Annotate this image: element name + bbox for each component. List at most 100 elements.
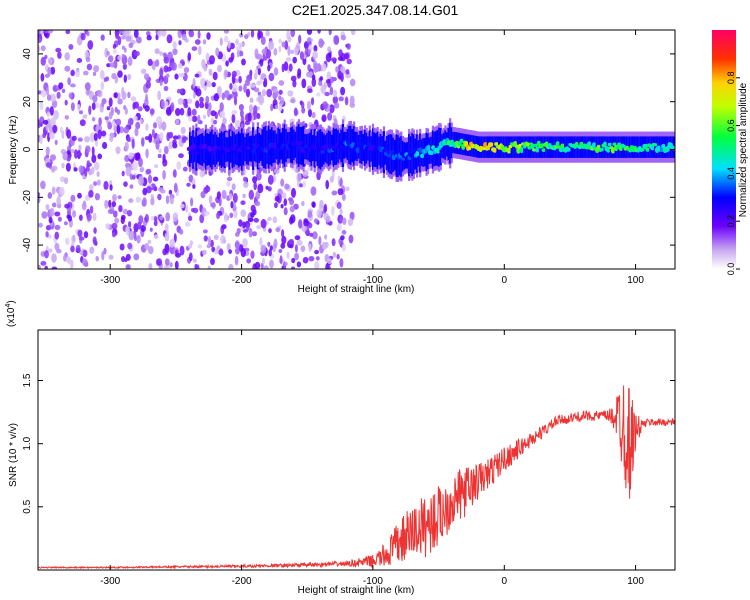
heatmap-noise-cell xyxy=(254,68,259,76)
heatmap-noise-cell xyxy=(255,172,262,181)
heatmap-noise-cell xyxy=(331,205,335,216)
heatmap-noise-cell xyxy=(112,194,117,202)
heatmap-signal-cell xyxy=(202,143,207,150)
heatmap-noise-cell xyxy=(78,236,85,241)
heatmap-noise-cell xyxy=(157,153,162,159)
heatmap-noise-cell xyxy=(255,190,261,200)
heatmap-noise-cell xyxy=(337,188,344,196)
heatmap-noise-cell xyxy=(96,179,101,186)
heatmap-signal-cell xyxy=(591,142,597,149)
heatmap-noise-cell xyxy=(145,148,149,159)
heatmap-noise-cell xyxy=(54,242,60,251)
heatmap-noise-cell xyxy=(126,210,133,217)
heatmap-noise-cell xyxy=(229,212,234,218)
heatmap-signal-cell xyxy=(415,150,420,157)
heatmap-noise-cell xyxy=(75,244,81,253)
heatmap-x-ticks: -300 -200 -100 0 100 xyxy=(100,30,644,286)
heatmap-noise-cell xyxy=(231,70,237,78)
heatmap-noise-cell xyxy=(86,213,92,222)
heatmap-noise-cell xyxy=(82,249,88,258)
heatmap-noise-cell xyxy=(152,176,159,182)
heatmap-signal-cell xyxy=(519,147,524,154)
heatmap-noise-cell xyxy=(249,83,256,88)
heatmap-trace-cell xyxy=(491,136,494,158)
heatmap-noise-cell xyxy=(236,228,241,234)
heatmap-noise-cell xyxy=(52,186,56,195)
heatmap-noise-cell xyxy=(267,217,272,221)
heatmap-noise-cell xyxy=(127,242,133,250)
heatmap-noise-cell xyxy=(103,77,107,82)
heatmap-noise-cell xyxy=(316,208,323,218)
heatmap-noise-cell xyxy=(162,159,168,167)
heatmap-signal-cell xyxy=(234,149,239,155)
heatmap-noise-cell xyxy=(274,195,280,202)
heatmap-noise-cell xyxy=(206,244,211,249)
heatmap-noise-cell xyxy=(51,253,57,263)
heatmap-noise-cell xyxy=(347,218,354,227)
heatmap-signal-cell xyxy=(331,145,337,152)
heatmap-noise-cell xyxy=(281,41,286,48)
heatmap-noise-cell xyxy=(79,214,83,221)
heatmap-noise-cell xyxy=(108,199,112,208)
heatmap-signal-cell xyxy=(278,141,283,145)
heatmap-noise-cell xyxy=(281,192,287,199)
heatmap-noise-cell xyxy=(70,83,76,88)
heatmap-signal-cell xyxy=(295,140,300,146)
heatmap-noise-cell xyxy=(340,235,345,241)
heatmap-noise-cell xyxy=(236,50,240,58)
heatmap-noise-cell xyxy=(137,221,142,230)
heatmap-noise-cell xyxy=(289,98,296,104)
y-tick-label: 20 xyxy=(22,96,33,108)
heatmap-noise-cell xyxy=(134,152,139,161)
heatmap-noise-cell xyxy=(120,214,126,221)
heatmap-noise-cell xyxy=(268,249,272,257)
heatmap-noise-cell xyxy=(127,117,134,126)
heatmap-noise-cell xyxy=(253,181,257,191)
heatmap-noise-cell xyxy=(61,162,65,169)
heatmap-trace-cell xyxy=(493,136,496,158)
heatmap-noise-cell xyxy=(66,129,72,139)
heatmap-noise-cell xyxy=(243,181,249,188)
heatmap-noise-cell xyxy=(224,69,228,78)
heatmap-noise-cell xyxy=(146,186,152,194)
heatmap-noise-cell xyxy=(245,78,250,86)
heatmap-noise-cell xyxy=(268,228,272,234)
heatmap-noise-cell xyxy=(168,141,173,150)
heatmap-noise-cell xyxy=(97,153,103,160)
heatmap-noise-cell xyxy=(77,103,81,112)
heatmap-noise-cell xyxy=(48,216,53,224)
heatmap-noise-cell xyxy=(178,40,182,46)
heatmap-noise-cell xyxy=(81,202,87,211)
heatmap-noise-cell xyxy=(345,69,350,75)
heatmap-noise-cell xyxy=(292,56,298,64)
heatmap-noise-cell xyxy=(109,62,116,68)
heatmap-trace-cell xyxy=(359,131,362,163)
heatmap-noise-cell xyxy=(198,45,202,56)
heatmap-noise-cell xyxy=(91,154,97,163)
heatmap-noise-cell xyxy=(145,93,148,103)
heatmap-noise-cell xyxy=(249,97,254,103)
heatmap-noise-cell xyxy=(49,93,56,103)
heatmap-noise-cell xyxy=(228,193,233,200)
heatmap-noise-cell xyxy=(73,149,78,159)
heatmap-noise-cell xyxy=(124,257,128,263)
heatmap-noise-cell xyxy=(63,177,69,185)
heatmap-noise-cell xyxy=(212,71,218,81)
heatmap-noise-cell xyxy=(101,251,105,261)
heatmap-trace-cell xyxy=(490,136,493,158)
heatmap-noise-cell xyxy=(261,89,267,97)
heatmap-noise-cell xyxy=(331,238,336,247)
heatmap-noise-cell xyxy=(96,171,100,177)
heatmap-noise-cell xyxy=(41,211,48,219)
heatmap-noise-cell xyxy=(228,263,234,269)
heatmap-trace-cell xyxy=(201,133,204,167)
heatmap-noise-cell xyxy=(106,51,110,56)
heatmap-noise-cell xyxy=(338,96,344,102)
heatmap-noise-cell xyxy=(200,191,206,199)
heatmap-noise-cell xyxy=(273,67,279,76)
heatmap-noise-cell xyxy=(218,196,222,207)
heatmap-noise-cell xyxy=(332,95,338,105)
heatmap-noise-cell xyxy=(38,30,41,34)
heatmap-noise-cell xyxy=(150,194,154,199)
heatmap-noise-cell xyxy=(119,30,123,34)
